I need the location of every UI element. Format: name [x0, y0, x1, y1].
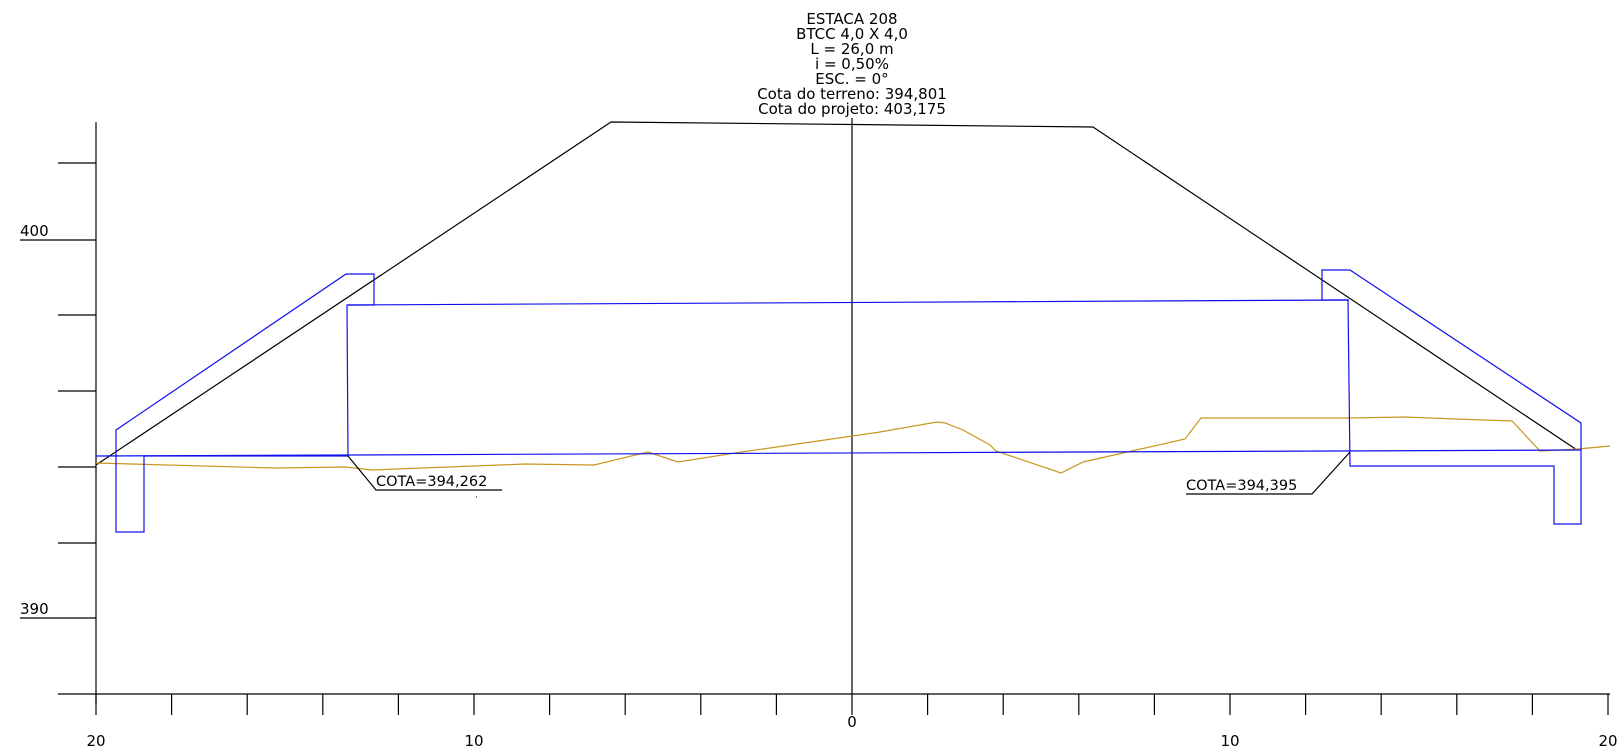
- offset-axis: [58, 693, 1610, 715]
- left-invert-elevation: COTA=394,262: [376, 474, 487, 490]
- terrain-profile: [95, 416, 1611, 474]
- offset-label-left-20: 20: [86, 732, 105, 750]
- ground-elevation-label: Cota do terreno: 394,801: [757, 85, 947, 103]
- offset-label-left-10: 10: [464, 732, 483, 750]
- title-block: ESTACA 208 BTCC 4,0 X 4,0 L = 26,0 m i =…: [757, 10, 947, 118]
- right-invert-elevation: COTA=394,395: [1186, 478, 1297, 494]
- culvert-label: BTCC 4,0 X 4,0: [796, 25, 908, 43]
- elevation-axis: [20, 122, 97, 703]
- embankment-outline: [95, 121, 1578, 466]
- design-elevation-label: Cota do projeto: 403,175: [758, 100, 946, 118]
- offset-label-right-20: 20: [1598, 732, 1617, 750]
- culvert-structure: [95, 269, 1582, 533]
- slope-label: i = 0,50%: [815, 55, 889, 73]
- offset-label-center: 0: [847, 713, 857, 731]
- left-invert-leader: [347, 455, 502, 491]
- offset-label-right-10: 10: [1220, 732, 1239, 750]
- station-label: ESTACA 208: [806, 10, 897, 28]
- elevation-label-400: 400: [20, 222, 49, 240]
- length-label: L = 26,0 m: [810, 40, 893, 58]
- skew-label: ESC. = 0°: [815, 70, 888, 88]
- right-invert-leader: [1186, 451, 1351, 495]
- elevation-label-390: 390: [20, 600, 49, 618]
